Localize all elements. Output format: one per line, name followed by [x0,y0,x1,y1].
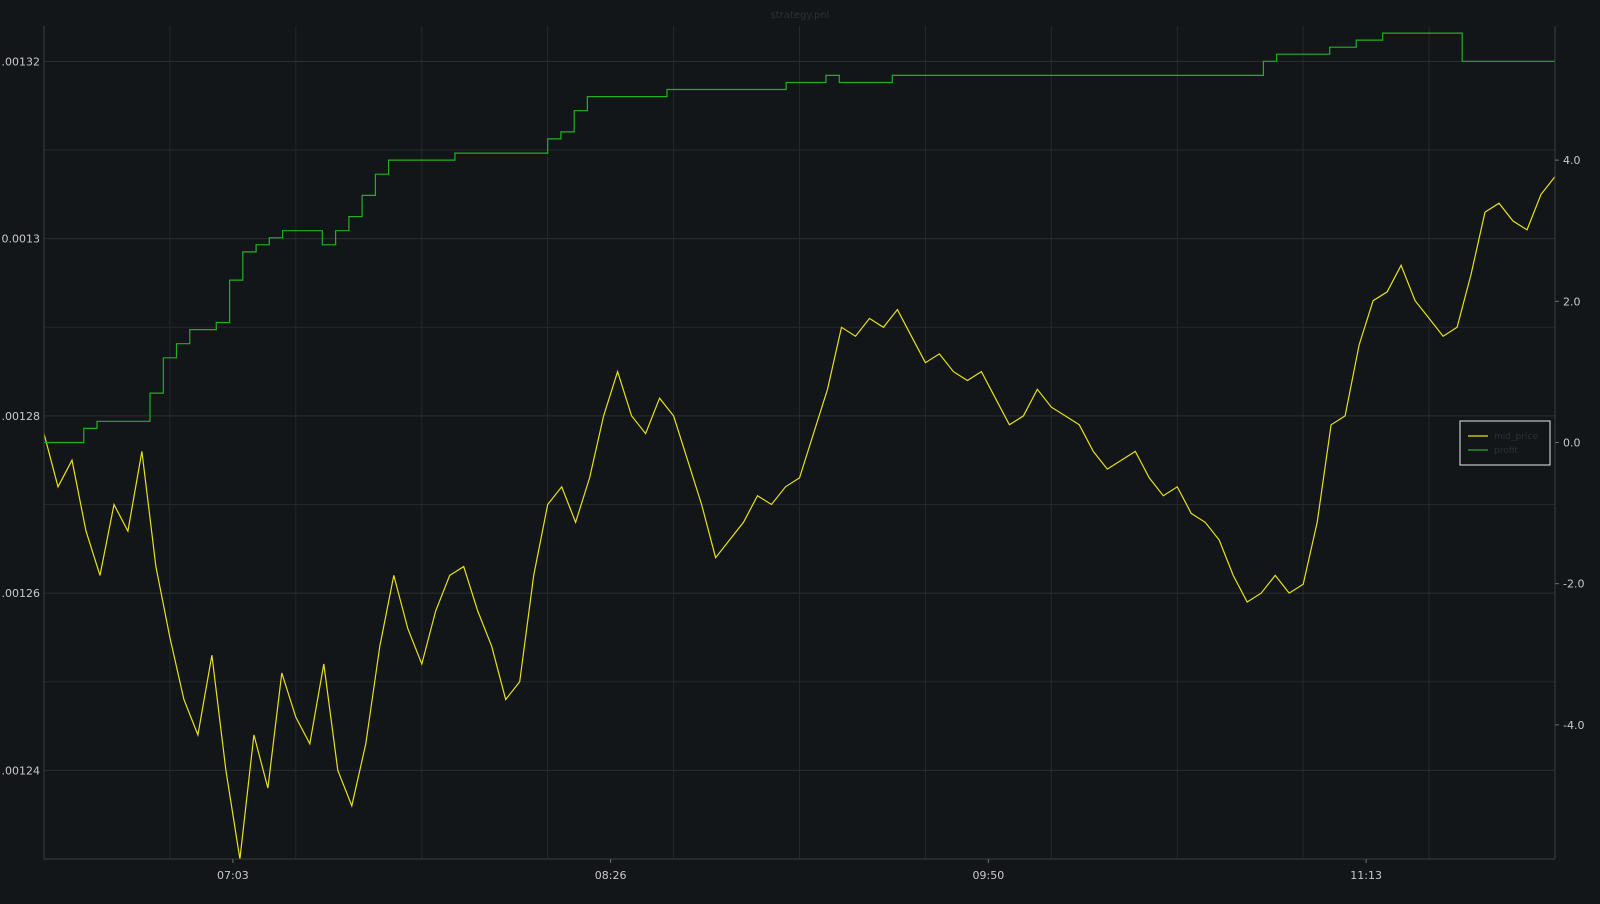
left-tick-label: .00128 [2,410,41,423]
series-line-profit [44,32,1555,444]
left-tick-label: .00124 [2,764,41,777]
x-tick-label: 09:50 [973,869,1005,882]
left-tick-label: .00132 [2,55,41,68]
right-tick-label: 2.0 [1563,295,1581,308]
right-tick-label: 0.0 [1563,437,1581,450]
legend-box [1459,420,1551,466]
x-tick-label: 08:26 [595,869,627,882]
axes: .00124 .00126 .00128 0.0013 .00132 -4.0 -2.0 0.… [2,26,1584,882]
legend-label: mid_price [1494,432,1538,442]
right-tick-label: 4.0 [1563,154,1581,167]
grid [44,26,1555,859]
right-tick-label: -4.0 [1563,719,1584,732]
legend-label: profit [1494,446,1518,456]
x-tick-label: 11:13 [1350,869,1382,882]
right-tick-label: -2.0 [1563,578,1584,591]
left-tick-label: .00126 [2,587,41,600]
left-tick-label: 0.0013 [2,233,41,246]
series-layer [43,32,1556,860]
x-tick-label: 07:03 [217,869,249,882]
chart-title: strategy.pnl [771,10,830,21]
series-line-mid-price [43,176,1556,860]
